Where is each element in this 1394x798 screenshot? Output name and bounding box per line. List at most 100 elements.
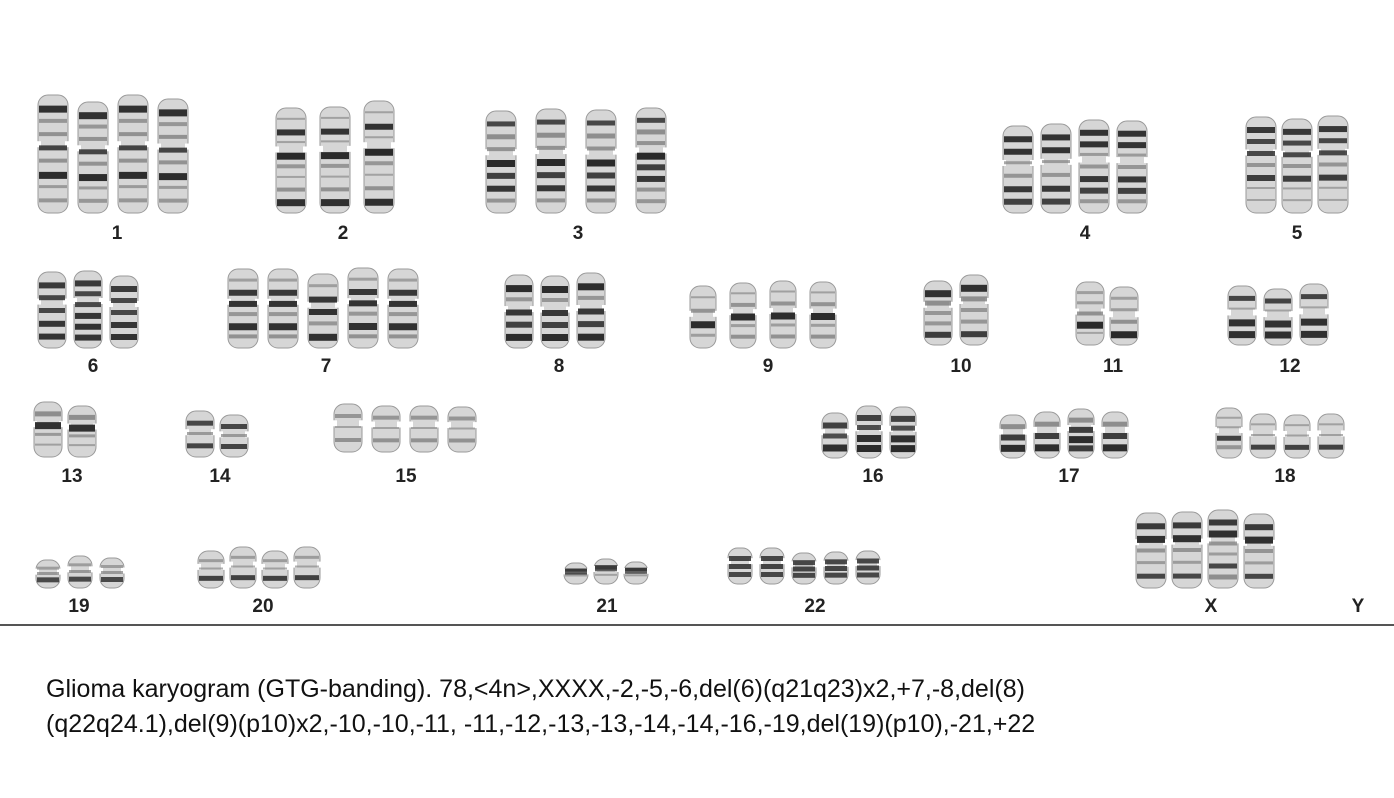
chromosome-label-4: 4 <box>1079 223 1091 244</box>
chromosome-7-copy <box>387 268 419 349</box>
chromosome-label-19: 19 <box>68 596 90 617</box>
chromosome-label-21: 21 <box>596 596 618 617</box>
chromosome-22-copy <box>727 547 753 585</box>
chromosome-group-15 <box>333 403 477 453</box>
chromosome-group-12 <box>1227 283 1329 346</box>
chromosome-4-copy <box>1116 120 1148 214</box>
chromosome-8-copy <box>576 272 606 349</box>
chromosome-20-copy <box>229 546 257 589</box>
chromosome-label-14: 14 <box>209 466 231 487</box>
chromosome-5-copy <box>1281 118 1313 214</box>
chromosome-16-copy <box>821 412 849 459</box>
chromosome-group-19 <box>35 555 125 589</box>
chromosome-group-21 <box>563 558 649 585</box>
divider-line <box>0 624 1394 626</box>
chromosome-label-x: X <box>1204 596 1218 617</box>
chromosome-7-copy <box>307 273 339 349</box>
chromosome-label-15: 15 <box>395 466 417 487</box>
chromosome-21-copy <box>623 561 649 585</box>
chromosome-20-copy <box>261 550 289 589</box>
chromosome-17-copy <box>1067 408 1095 459</box>
chromosome-3-copy <box>535 108 567 214</box>
chromosome-label-12: 12 <box>1279 356 1301 377</box>
chromosome-12-copy <box>1227 285 1257 346</box>
chromosome-group-9 <box>689 280 837 349</box>
chromosome-15-copy <box>333 403 363 453</box>
chromosome-12-copy <box>1299 283 1329 346</box>
chromosome-22-copy <box>791 552 817 585</box>
chromosome-label-11: 11 <box>1102 356 1124 377</box>
chromosome-group-5 <box>1245 115 1349 214</box>
chromosome-group-4 <box>1002 119 1148 214</box>
chromosome-16-copy <box>889 406 917 459</box>
chromosome-label-22: 22 <box>804 596 826 617</box>
chromosome-13-copy <box>67 405 97 458</box>
chromosome-17-copy <box>1101 411 1129 459</box>
chromosome-label-16: 16 <box>862 466 884 487</box>
chromosome-10-copy <box>923 280 953 346</box>
chromosome-group-3 <box>485 107 667 214</box>
chromosome-7-copy <box>347 267 379 349</box>
chromosome-18-copy <box>1249 413 1277 459</box>
chromosome-1-copy <box>117 94 149 214</box>
chromosome-2-copy <box>363 100 395 214</box>
chromosome-6-copy <box>37 271 67 349</box>
chromosome-16-copy <box>855 405 883 459</box>
chromosome-8-copy <box>540 275 570 349</box>
chromosome-19-copy <box>67 555 93 589</box>
chromosome-4-copy <box>1040 123 1072 214</box>
chromosome-17-copy <box>999 414 1027 459</box>
caption-line-2: (q22q24.1),del(9)(p10)x2,-10,-10,-11, -1… <box>46 710 1036 738</box>
chromosome-3-copy <box>485 110 517 214</box>
chromosome-22-copy <box>855 550 881 585</box>
chromosome-8-copy <box>504 274 534 349</box>
chromosome-2-copy <box>275 107 307 214</box>
chromosome-11-copy <box>1109 286 1139 346</box>
chromosome-17-copy <box>1033 411 1061 459</box>
chromosome-label-5: 5 <box>1291 223 1303 244</box>
chromosome-group-18 <box>1215 407 1345 459</box>
chromosome-14-copy <box>185 410 215 458</box>
chromosome-19-copy <box>35 559 61 589</box>
chromosome-group-11 <box>1075 281 1139 346</box>
chromosome-group-14 <box>185 410 249 458</box>
chromosome-label-y: Y <box>1351 596 1365 617</box>
chromosome-3-copy <box>585 109 617 214</box>
chromosome-15-copy <box>409 405 439 453</box>
chromosome-group-1 <box>37 94 189 214</box>
chromosome-5-copy <box>1317 115 1349 214</box>
chromosome-group-2 <box>275 100 395 214</box>
chromosome-label-6: 6 <box>87 356 99 377</box>
chromosome-18-copy <box>1317 413 1345 459</box>
chromosome-group-16 <box>821 405 917 459</box>
chromosome-4-copy <box>1002 125 1034 214</box>
chromosome-22-copy <box>823 551 849 585</box>
chromosome-label-18: 18 <box>1274 466 1296 487</box>
chromosome-group-13 <box>33 401 97 458</box>
chromosome-group-17 <box>999 408 1129 459</box>
chromosome-label-17: 17 <box>1058 466 1080 487</box>
chromosome-12-copy <box>1263 288 1293 346</box>
chromosome-2-copy <box>319 106 351 214</box>
chromosome-label-7: 7 <box>320 356 332 377</box>
chromosome-label-8: 8 <box>553 356 565 377</box>
chromosome-label-1: 1 <box>111 223 123 244</box>
chromosome-x-copy <box>1135 512 1167 589</box>
chromosome-group-20 <box>197 546 321 589</box>
chromosome-15-copy <box>447 406 477 453</box>
chromosome-x-copy <box>1243 513 1275 589</box>
caption-line-1: Glioma karyogram (GTG-banding). 78,<4n>,… <box>46 675 1025 703</box>
chromosome-21-copy <box>593 558 619 585</box>
chromosome-group-22 <box>727 547 881 585</box>
chromosome-9-copy <box>689 285 717 349</box>
chromosome-x-copy <box>1207 509 1239 589</box>
chromosome-group-x <box>1135 509 1275 589</box>
chromosome-group-7 <box>227 267 419 349</box>
chromosome-18-copy <box>1283 414 1311 459</box>
chromosome-label-10: 10 <box>950 356 972 377</box>
chromosome-15-copy <box>371 405 401 453</box>
chromosome-label-9: 9 <box>762 356 774 377</box>
chromosome-group-8 <box>504 272 606 349</box>
chromosome-6-copy <box>73 270 103 349</box>
chromosome-5-copy <box>1245 116 1277 214</box>
